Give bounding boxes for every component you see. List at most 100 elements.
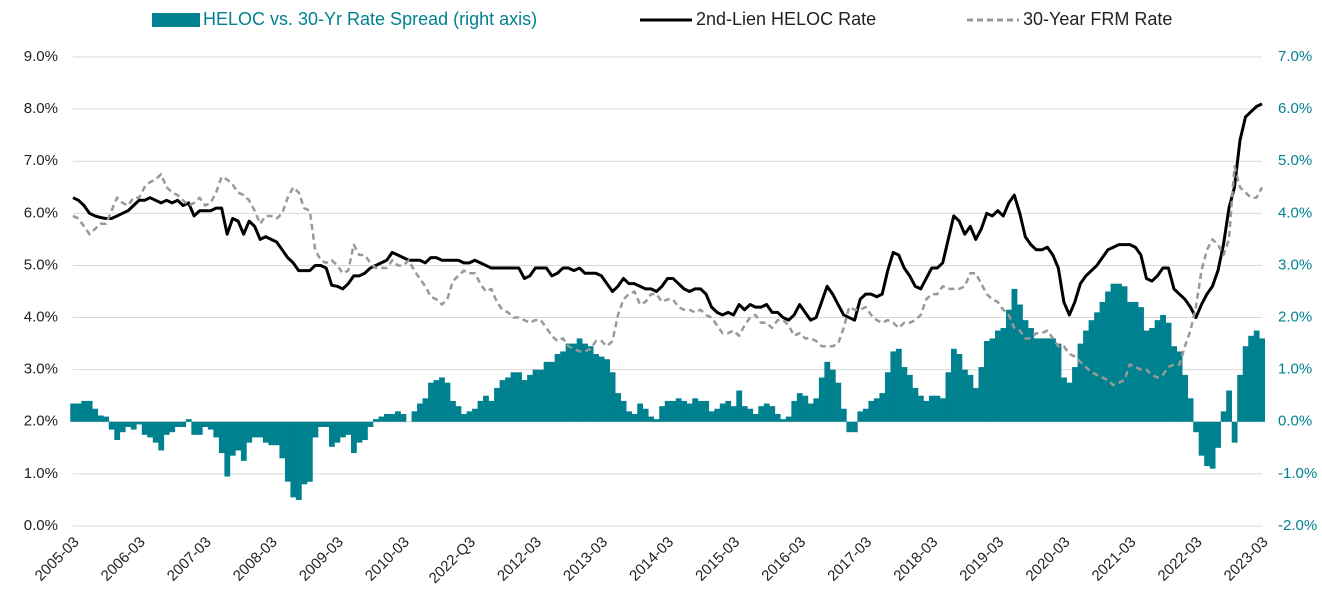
- bar: [995, 330, 1001, 422]
- bar: [1094, 312, 1100, 422]
- bar: [356, 421, 363, 443]
- bar: [824, 361, 831, 422]
- bar: [681, 400, 688, 422]
- bar: [251, 421, 258, 438]
- bar: [1110, 283, 1117, 422]
- bar: [1149, 327, 1155, 422]
- bar: [648, 416, 655, 422]
- x-tick-label: 2017-03: [824, 534, 875, 585]
- bar: [807, 403, 814, 422]
- bar: [1121, 286, 1128, 422]
- bar: [1061, 377, 1067, 422]
- bar: [818, 377, 825, 422]
- legend-label: 2nd-Lien HELOC Rate: [696, 9, 876, 29]
- bar: [973, 387, 979, 422]
- bar: [527, 374, 533, 422]
- bar: [367, 421, 374, 427]
- bar: [472, 408, 478, 422]
- y2-tick-label: 0.0%: [1278, 413, 1312, 430]
- x-tick-label: 2015-03: [692, 534, 743, 585]
- bar: [191, 421, 198, 435]
- bar: [829, 369, 836, 422]
- bar: [130, 421, 137, 430]
- bar: [714, 408, 721, 422]
- bar: [879, 393, 886, 422]
- bar: [152, 421, 159, 443]
- bar: [345, 421, 352, 435]
- bar: [615, 393, 622, 422]
- bar: [494, 387, 500, 422]
- bar: [1154, 320, 1161, 422]
- bar: [1083, 330, 1089, 422]
- bar: [290, 421, 297, 498]
- bar: [846, 421, 853, 433]
- bar: [895, 348, 902, 422]
- bar: [774, 413, 781, 422]
- bar: [301, 421, 308, 485]
- bar: [1077, 343, 1084, 422]
- y-tick-label: 2.0%: [24, 413, 58, 430]
- y2-tick-label: 1.0%: [1278, 361, 1312, 378]
- bar: [461, 413, 467, 422]
- bar: [334, 421, 341, 443]
- x-tick-label: 2020-03: [1023, 534, 1074, 585]
- bar: [1187, 398, 1194, 422]
- bar: [1215, 421, 1222, 448]
- bar: [763, 403, 770, 422]
- bar: [328, 421, 335, 447]
- bar: [411, 411, 418, 422]
- y2-tick-label: 4.0%: [1278, 204, 1312, 221]
- bar: [1193, 421, 1199, 433]
- bar: [378, 416, 385, 422]
- bar: [560, 351, 566, 422]
- y2-tick-label: -1.0%: [1278, 465, 1317, 482]
- bar: [708, 411, 715, 422]
- bar: [1099, 301, 1106, 422]
- bar: [659, 406, 666, 422]
- bar: [912, 387, 919, 422]
- bar: [697, 400, 704, 422]
- bar: [395, 411, 401, 422]
- bar: [428, 382, 434, 422]
- bar: [240, 421, 247, 461]
- bar: [141, 421, 148, 435]
- bar: [1198, 421, 1205, 456]
- bar: [675, 398, 682, 422]
- bar: [477, 400, 484, 422]
- bar: [384, 413, 390, 422]
- bar: [653, 419, 660, 422]
- y-tick-label: 4.0%: [24, 309, 58, 326]
- bar: [620, 400, 627, 422]
- x-tick-label: 2018-03: [890, 534, 941, 585]
- x-tick-label: 2022-03: [1155, 534, 1206, 585]
- bar: [312, 421, 319, 438]
- y-tick-label: 0.0%: [24, 517, 58, 534]
- bar: [444, 382, 451, 422]
- y-tick-label: 9.0%: [24, 48, 58, 65]
- bar: [169, 421, 176, 433]
- bar: [417, 403, 423, 422]
- y-tick-label: 3.0%: [24, 361, 58, 378]
- bar: [961, 369, 968, 422]
- bar: [813, 398, 820, 422]
- bar: [246, 421, 253, 443]
- bar: [317, 421, 324, 427]
- legend-swatch: [152, 13, 200, 27]
- bar: [1044, 338, 1051, 422]
- bar: [917, 395, 924, 422]
- bar: [851, 421, 858, 433]
- bar: [262, 421, 269, 443]
- bar: [725, 400, 732, 422]
- bar-series: [70, 283, 1266, 500]
- y2-tick-label: 5.0%: [1278, 152, 1312, 169]
- bar: [268, 421, 275, 446]
- legend-label: HELOC vs. 30-Yr Rate Spread (right axis): [203, 9, 537, 29]
- bar: [686, 403, 693, 422]
- bar: [609, 372, 616, 422]
- bar: [1176, 351, 1183, 422]
- bar: [196, 421, 203, 435]
- bar: [1237, 374, 1244, 422]
- bar: [1105, 291, 1111, 422]
- bar: [466, 411, 473, 422]
- bar: [75, 403, 82, 422]
